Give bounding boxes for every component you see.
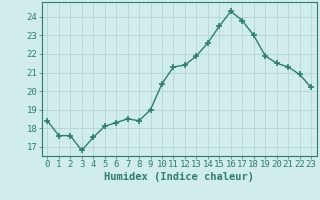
X-axis label: Humidex (Indice chaleur): Humidex (Indice chaleur): [104, 172, 254, 182]
